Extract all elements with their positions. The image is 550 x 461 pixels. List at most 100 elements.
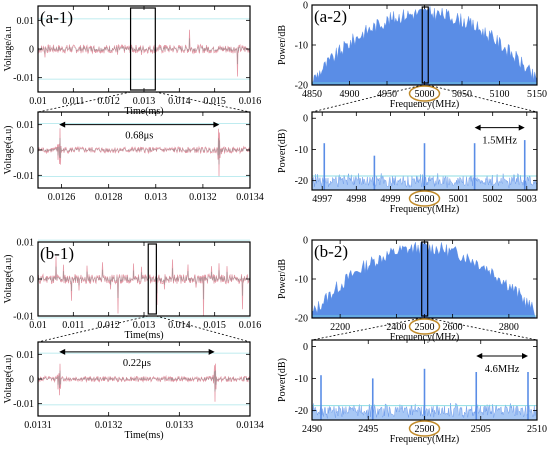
x-tick-label: 0.013 xyxy=(133,320,156,331)
x-tick-label: 2800 xyxy=(499,322,519,333)
x-axis-label: Frequency(MHz) xyxy=(390,204,459,215)
y-axis-label: Power(dB) xyxy=(277,358,288,402)
y-tick-label: 0.01 xyxy=(17,120,35,131)
x-tick-label: 0.0131 xyxy=(24,420,52,431)
x-tick-label: 0.015 xyxy=(203,96,226,107)
y-tick-label: 0 xyxy=(29,45,34,56)
x-tick-label: 5000 xyxy=(415,194,435,205)
y-tick-label: 0.01 xyxy=(17,238,35,249)
x-tick-label: 2400 xyxy=(386,322,406,333)
x-tick-label: 2200 xyxy=(330,322,350,333)
interval-annotation: 4.6MHz xyxy=(476,353,528,375)
y-tick-label: -20 xyxy=(295,314,308,325)
arrow-head-right xyxy=(522,353,528,359)
circled-tick-marker xyxy=(408,420,441,437)
chart-b1-zoom: 0.0131 0.0132 0.0133 0.0134 0.01 0 -0.01 Time(m… xyxy=(3,341,264,441)
x-tick-label: 0.011 xyxy=(62,320,84,331)
x-tick-label: 0.011 xyxy=(62,96,84,107)
panel-label: (a-1) xyxy=(40,8,73,27)
y-tick-label: -20 xyxy=(295,406,308,417)
signal-series xyxy=(37,256,251,316)
x-axis-label: Frequency(MHz) xyxy=(390,99,459,110)
x-tick-label: 0.016 xyxy=(239,320,262,331)
panel-label: (a-2) xyxy=(314,7,347,26)
y-tick-label: 0 xyxy=(303,236,308,247)
x-axis-label: Time(ms) xyxy=(124,330,163,341)
zoom-connector-right xyxy=(427,317,538,341)
zoom-connector-right xyxy=(428,84,538,113)
y-tick-label: 0 xyxy=(29,275,34,286)
arrow-head-left xyxy=(59,348,66,355)
x-axis-label: Time(ms) xyxy=(124,430,163,441)
zoom-connector-left xyxy=(37,315,149,343)
arrow-head-right xyxy=(518,124,525,131)
x-tick-label: 4900 xyxy=(340,89,360,100)
x-tick-label: 0.0133 xyxy=(166,420,194,431)
x-tick-label: 0.01 xyxy=(29,96,47,107)
y-tick-label: -10 xyxy=(295,145,308,156)
zoom-region-box xyxy=(421,6,429,84)
arrow-head-left xyxy=(59,121,66,128)
x-tick-label: 2500 xyxy=(415,322,435,333)
x-axis-label: Frequency(MHz) xyxy=(390,332,459,343)
x-tick-label: 2505 xyxy=(471,424,491,435)
x-tick-label: 0.013 xyxy=(133,96,156,107)
chart-a2-top: 4850 4900 4950 5000 5050 5100 5150 0 -10 -20 Frequ… xyxy=(277,1,547,111)
y-tick-label: -20 xyxy=(295,176,308,187)
zoom-connector-right xyxy=(155,91,251,113)
y-tick-label: -0.01 xyxy=(13,312,34,323)
circled-tick-marker xyxy=(408,190,441,207)
y-tick-label: 0 xyxy=(303,114,308,125)
x-tick-label: 2490 xyxy=(302,424,322,435)
arrow-head-right xyxy=(208,348,215,355)
x-tick-label: 0.013 xyxy=(145,192,168,203)
y-tick-label: -0.01 xyxy=(13,171,34,182)
x-tick-label: 5003 xyxy=(517,194,537,205)
circled-tick-marker xyxy=(408,318,441,335)
chart-b2-top: 2200 2400 2500 2600 2800 0 -10 -20 Frequency(MHz… xyxy=(277,236,538,343)
y-tick-label: -10 xyxy=(295,275,308,286)
chart-b1-top: 0.010.0110.0120.0130.0140.0150.0160.010-… xyxy=(3,238,261,342)
interval-annotation: 0.22μs xyxy=(59,348,215,369)
signal-series xyxy=(37,363,251,402)
x-tick-label: 0.012 xyxy=(97,96,120,107)
x-tick-label: 2600 xyxy=(443,322,463,333)
y-tick-label: 0 xyxy=(303,342,308,353)
x-tick-label: 0.0128 xyxy=(95,192,123,203)
x-tick-label: 5100 xyxy=(490,89,510,100)
spectrum-area xyxy=(311,6,538,86)
y-tick-label: -10 xyxy=(295,374,308,385)
signal-envelope-series xyxy=(37,38,251,65)
x-tick-label: 4950 xyxy=(377,89,397,100)
x-tick-label: 4999 xyxy=(380,194,400,205)
y-tick-label: -0.01 xyxy=(13,399,34,410)
panel-label: (b-1) xyxy=(40,244,74,263)
interval-label: 0.68μs xyxy=(125,131,153,142)
signal-envelope-series xyxy=(37,138,251,165)
x-tick-label: 5150 xyxy=(527,89,547,100)
chart-a1-zoom: 0.0126 0.0128 0.013 0.0132 0.0134 0.01 0 -0.01V… xyxy=(3,111,264,203)
spectrum-area xyxy=(311,241,537,319)
x-tick-label: 0.015 xyxy=(203,320,226,331)
arrow-head-left xyxy=(476,353,483,359)
zoom-region-box xyxy=(147,243,157,315)
y-tick-label: 0 xyxy=(29,146,34,157)
arrow-head-right xyxy=(213,121,220,128)
y-tick-label: 0 xyxy=(29,375,34,386)
x-tick-label: 4997 xyxy=(312,194,332,205)
y-tick-label: 0 xyxy=(303,1,308,12)
x-tick-label: 0.0132 xyxy=(189,192,217,203)
x-tick-label: 5050 xyxy=(452,89,472,100)
zoom-region-box xyxy=(129,7,156,91)
interval-annotation: 1.5MHz xyxy=(474,124,525,147)
x-tick-label: 4850 xyxy=(302,89,322,100)
panel-label: (b-2) xyxy=(314,242,348,261)
interval-annotation: 0.68μs xyxy=(59,121,220,142)
x-tick-label: 5001 xyxy=(449,194,469,205)
signal-series xyxy=(37,29,251,77)
y-tick-label: 0.01 xyxy=(17,16,35,27)
x-tick-label: 0.0126 xyxy=(48,192,76,203)
signal-envelope-series xyxy=(37,266,251,300)
x-tick-label: 0.01 xyxy=(29,320,47,331)
